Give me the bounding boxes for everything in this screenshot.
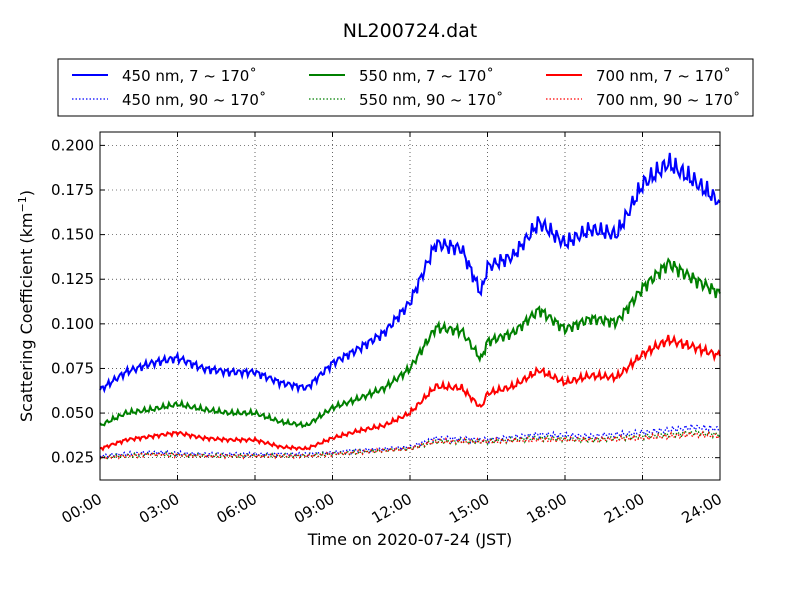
legend-label: 700 nm, 7 ~ 170˚ [596, 67, 731, 85]
plot-lines [99, 152, 721, 461]
series-line [99, 429, 720, 461]
legend-label: 450 nm, 90 ~ 170˚ [122, 91, 266, 109]
y-axis-label-sup: −1 [16, 196, 29, 212]
x-tick-label: 18:00 [524, 490, 570, 527]
y-tick-label: 0.125 [51, 270, 94, 288]
x-tick-label: 24:00 [679, 490, 725, 527]
y-tick-label: 0.175 [51, 181, 94, 199]
y-axis: 0.025 0.050 0.075 0.100 0.125 0.150 0.175 0.200 [51, 136, 720, 467]
x-tick-label: 09:00 [291, 490, 337, 527]
y-axis-label-end: ) [17, 190, 36, 196]
y-tick-label: 0.100 [51, 315, 94, 333]
legend-label: 700 nm, 90 ~ 170˚ [596, 91, 740, 109]
x-tick-label: 21:00 [601, 490, 647, 527]
legend-label: 450 nm, 7 ~ 170˚ [122, 67, 257, 85]
x-tick-label: 15:00 [446, 490, 492, 527]
x-axis-label: Time on 2020-07-24 (JST) [307, 530, 512, 549]
y-tick-label: 0.150 [51, 226, 94, 244]
y-axis-label: Scattering Coefficient (km−1) [16, 190, 37, 422]
y-tick-label: 0.075 [51, 359, 94, 377]
legend-frame [57, 58, 754, 117]
legend-label: 550 nm, 7 ~ 170˚ [359, 67, 494, 85]
series-line [99, 421, 721, 459]
x-tick-label: 00:00 [59, 490, 105, 527]
series-line [99, 152, 721, 394]
series-line [99, 257, 721, 429]
y-tick-label: 0.025 [51, 449, 94, 467]
chart-title: NL200724.dat [343, 20, 478, 42]
legend: 450 nm, 7 ~ 170˚ 550 nm, 7 ~ 170˚ 700 nm, … [57, 58, 754, 117]
x-tick-label: 03:00 [136, 490, 182, 527]
x-axis: 00:00 03:00 06:00 09:00 12:00 15:00 18:00 21:00… [59, 132, 725, 527]
x-tick-label: 06:00 [214, 490, 260, 527]
y-axis-label-main: Scattering Coefficient (km [17, 212, 36, 422]
y-tick-label: 0.050 [51, 404, 94, 422]
legend-label: 550 nm, 90 ~ 170˚ [359, 91, 503, 109]
x-tick-label: 12:00 [369, 490, 415, 527]
y-tick-label: 0.200 [51, 136, 94, 154]
series-line [99, 334, 721, 452]
